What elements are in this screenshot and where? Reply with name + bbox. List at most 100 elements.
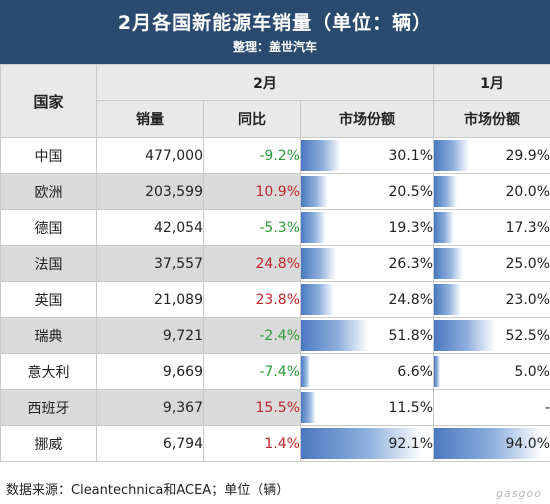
share-bar	[434, 248, 463, 279]
country-cell: 德国	[0, 209, 97, 246]
share-bar	[301, 176, 329, 207]
share-bar	[434, 140, 469, 171]
table-row: 英国 21,089 23.8% 24.8% 23.0%	[0, 281, 550, 318]
share-feb-cell: 30.1%	[300, 137, 434, 174]
header-sales: 销量	[96, 100, 204, 138]
share-jan-cell: 17.3%	[433, 209, 550, 246]
table-row: 欧洲 203,599 10.9% 20.5% 20.0%	[0, 173, 550, 210]
table-row: 法国 37,557 24.8% 26.3% 25.0%	[0, 245, 550, 282]
share-value: 94.0%	[505, 435, 550, 452]
share-jan-cell: 23.0%	[433, 281, 550, 318]
share-jan-cell: 20.0%	[433, 173, 550, 210]
sales-cell: 42,054	[96, 209, 204, 246]
share-bar	[434, 176, 458, 207]
share-value: 6.6%	[397, 363, 433, 380]
share-feb-cell: 6.6%	[300, 353, 434, 390]
yoy-cell: 1.4%	[203, 425, 301, 462]
share-value: 92.1%	[388, 435, 433, 452]
yoy-cell: 23.8%	[203, 281, 301, 318]
sales-table: 国家 2月 1月 销量 同比 市场份额 市场份额 中国 477,000 -9.2% 3…	[0, 64, 550, 462]
share-jan-cell: 25.0%	[433, 245, 550, 282]
country-cell: 瑞典	[0, 317, 97, 354]
share-bar	[434, 356, 440, 387]
share-bar	[301, 356, 310, 387]
share-bar	[434, 428, 544, 459]
yoy-cell: 10.9%	[203, 173, 301, 210]
share-bar	[301, 284, 334, 315]
table-row: 中国 477,000 -9.2% 30.1% 29.9%	[0, 137, 550, 174]
table-row: 西班牙 9,367 15.5% 11.5% -	[0, 389, 550, 426]
page-subtitle: 整理：盖世汽车	[232, 40, 317, 54]
share-value: 19.3%	[388, 219, 433, 236]
sales-cell: 203,599	[96, 173, 204, 210]
share-jan-cell: 5.0%	[433, 353, 550, 390]
share-bar	[301, 212, 327, 243]
country-cell: 西班牙	[0, 389, 97, 426]
table-row: 意大利 9,669 -7.4% 6.6% 5.0%	[0, 353, 550, 390]
share-jan-cell: 52.5%	[433, 317, 550, 354]
share-bar	[434, 320, 495, 351]
sales-cell: 9,669	[96, 353, 204, 390]
sales-cell: 37,557	[96, 245, 204, 282]
share-feb-cell: 11.5%	[300, 389, 434, 426]
country-cell: 挪威	[0, 425, 97, 462]
share-bar	[301, 140, 341, 171]
share-value: 51.8%	[388, 327, 433, 344]
country-cell: 法国	[0, 245, 97, 282]
share-value: 29.9%	[505, 147, 550, 164]
share-bar	[301, 248, 336, 279]
header-feb: 2月	[96, 64, 434, 101]
country-cell: 意大利	[0, 353, 97, 390]
table-row: 德国 42,054 -5.3% 19.3% 17.3%	[0, 209, 550, 246]
header-row-months: 国家 2月 1月	[0, 64, 550, 138]
source-note: 数据来源：Cleantechnica和ACEA；单位（辆）	[6, 483, 290, 498]
share-feb-cell: 19.3%	[300, 209, 434, 246]
country-cell: 英国	[0, 281, 97, 318]
share-bar	[434, 212, 455, 243]
share-bar	[301, 428, 423, 459]
yoy-cell: -7.4%	[203, 353, 301, 390]
country-cell: 中国	[0, 137, 97, 174]
share-value: 25.0%	[505, 255, 550, 272]
share-value: 24.8%	[388, 291, 433, 308]
share-value: 52.5%	[505, 327, 550, 344]
table-row: 挪威 6,794 1.4% 92.1% 94.0%	[0, 425, 550, 462]
yoy-cell: -5.3%	[203, 209, 301, 246]
share-value: 23.0%	[505, 291, 550, 308]
share-feb-cell: 20.5%	[300, 173, 434, 210]
header-row-metrics: 销量 同比 市场份额 市场份额	[1, 100, 550, 138]
share-value: 11.5%	[388, 399, 433, 416]
yoy-cell: 24.8%	[203, 245, 301, 282]
share-value: -	[544, 399, 550, 416]
header-jan: 1月	[433, 64, 550, 101]
share-value: 5.0%	[514, 363, 550, 380]
header-share-jan: 市场份额	[433, 100, 550, 138]
share-feb-cell: 51.8%	[300, 317, 434, 354]
share-feb-cell: 26.3%	[300, 245, 434, 282]
share-jan-cell: -	[433, 389, 550, 426]
share-value: 20.0%	[505, 183, 550, 200]
sales-cell: 21,089	[96, 281, 204, 318]
share-feb-cell: 24.8%	[300, 281, 434, 318]
header-country: 国家	[0, 64, 97, 138]
yoy-cell: -9.2%	[203, 137, 301, 174]
share-feb-cell: 92.1%	[300, 425, 434, 462]
share-value: 30.1%	[388, 147, 433, 164]
header-share-feb: 市场份额	[300, 100, 434, 138]
sales-cell: 477,000	[96, 137, 204, 174]
sales-cell: 9,721	[96, 317, 204, 354]
sales-cell: 6,794	[96, 425, 204, 462]
share-bar	[301, 392, 317, 423]
table-row: 瑞典 9,721 -2.4% 51.8% 52.5%	[0, 317, 550, 354]
country-cell: 欧洲	[0, 173, 97, 210]
header-yoy: 同比	[203, 100, 301, 138]
yoy-cell: -2.4%	[203, 317, 301, 354]
yoy-cell: 15.5%	[203, 389, 301, 426]
share-jan-cell: 29.9%	[433, 137, 550, 174]
share-bar	[434, 284, 461, 315]
page-title: 2月各国新能源车销量（单位：辆）	[117, 12, 433, 34]
watermark-logo: gasgoo	[496, 487, 542, 500]
title-banner: 2月各国新能源车销量（单位：辆） 整理：盖世汽车	[0, 0, 550, 64]
share-value: 20.5%	[388, 183, 433, 200]
sales-cell: 9,367	[96, 389, 204, 426]
